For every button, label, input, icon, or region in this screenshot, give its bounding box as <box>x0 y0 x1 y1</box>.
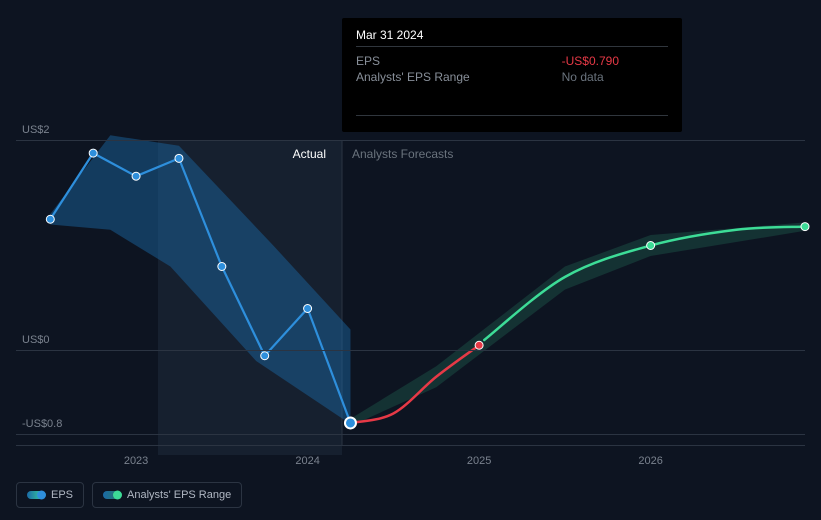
legend-swatch-eps <box>27 491 45 499</box>
legend-swatch-range <box>103 491 121 499</box>
tooltip-row-0-value: -US$0.790 <box>542 53 668 69</box>
tooltip-row-1-label: Analysts' EPS Range <box>356 69 542 85</box>
legend: EPS Analysts' EPS Range <box>16 482 242 508</box>
x-tick-label-0: 2023 <box>124 455 148 467</box>
grid-y-neg <box>16 434 805 435</box>
legend-label-range: Analysts' EPS Range <box>127 489 231 501</box>
tooltip-row-0-label: EPS <box>356 53 542 69</box>
section-label-forecast: Analysts Forecasts <box>352 147 453 161</box>
y-tick-label-0: US$2 <box>22 124 50 136</box>
legend-item-eps[interactable]: EPS <box>16 482 84 508</box>
eps-chart: US$2 US$0 -US$0.8 Actual Analysts Foreca… <box>0 0 821 520</box>
tooltip-date: Mar 31 2024 <box>356 28 668 42</box>
x-tick-label-3: 2026 <box>638 455 662 467</box>
baseline <box>16 445 805 446</box>
grid-y-2 <box>16 140 805 141</box>
x-tick-label-2: 2025 <box>467 455 491 467</box>
y-tick-label-1: US$0 <box>22 334 50 346</box>
legend-label-eps: EPS <box>51 489 73 501</box>
legend-item-range[interactable]: Analysts' EPS Range <box>92 482 242 508</box>
grid-y-0 <box>16 350 805 351</box>
section-label-actual: Actual <box>0 147 334 161</box>
chart-tooltip: Mar 31 2024 EPS -US$0.790 Analysts' EPS … <box>342 18 682 132</box>
tooltip-row-1-value: No data <box>542 69 668 85</box>
y-tick-label-2: -US$0.8 <box>22 418 62 430</box>
x-tick-label-1: 2024 <box>295 455 319 467</box>
